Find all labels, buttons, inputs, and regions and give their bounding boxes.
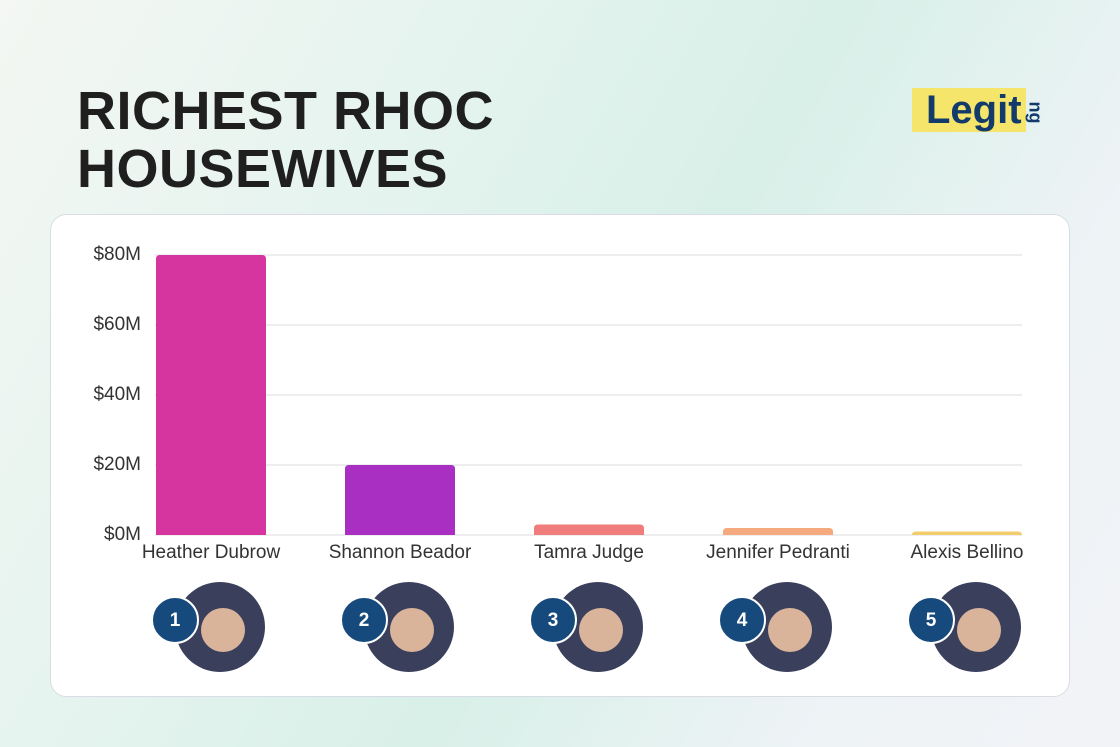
avatar-face	[201, 608, 245, 652]
x-tick-label: Tamra Judge	[534, 542, 644, 563]
rank-label: 5	[926, 610, 937, 631]
bar	[156, 255, 266, 535]
bar	[912, 531, 1022, 535]
y-tick-label: $20M	[93, 454, 141, 475]
rank-badge	[907, 596, 955, 644]
logo: Legit ng	[912, 88, 1046, 133]
y-tick-label: $80M	[93, 244, 141, 265]
y-tick-label: $60M	[93, 314, 141, 335]
y-tick-label: $40M	[93, 384, 141, 405]
y-tick-label: $0M	[104, 524, 141, 545]
bar	[534, 524, 644, 535]
avatar-face	[768, 608, 812, 652]
avatar-face	[957, 608, 1001, 652]
rank-badge	[340, 596, 388, 644]
rank-badge	[718, 596, 766, 644]
logo-text: Legit	[912, 88, 1026, 132]
rank-label: 1	[170, 610, 181, 631]
x-tick-label: Heather Dubrow	[142, 542, 281, 563]
rank-badge	[151, 596, 199, 644]
page-title: RICHEST RHOC HOUSEWIVES	[77, 81, 495, 199]
bar	[723, 528, 833, 535]
rank-label: 3	[548, 610, 559, 631]
chart-card	[50, 214, 1070, 697]
avatar-face	[579, 608, 623, 652]
rank-badge	[529, 596, 577, 644]
x-tick-label: Jennifer Pedranti	[706, 542, 850, 563]
rank-label: 4	[737, 610, 748, 631]
x-tick-label: Shannon Beador	[329, 542, 472, 563]
x-tick-label: Alexis Bellino	[911, 542, 1024, 563]
rank-label: 2	[359, 610, 370, 631]
avatar-face	[390, 608, 434, 652]
bar	[345, 465, 455, 535]
